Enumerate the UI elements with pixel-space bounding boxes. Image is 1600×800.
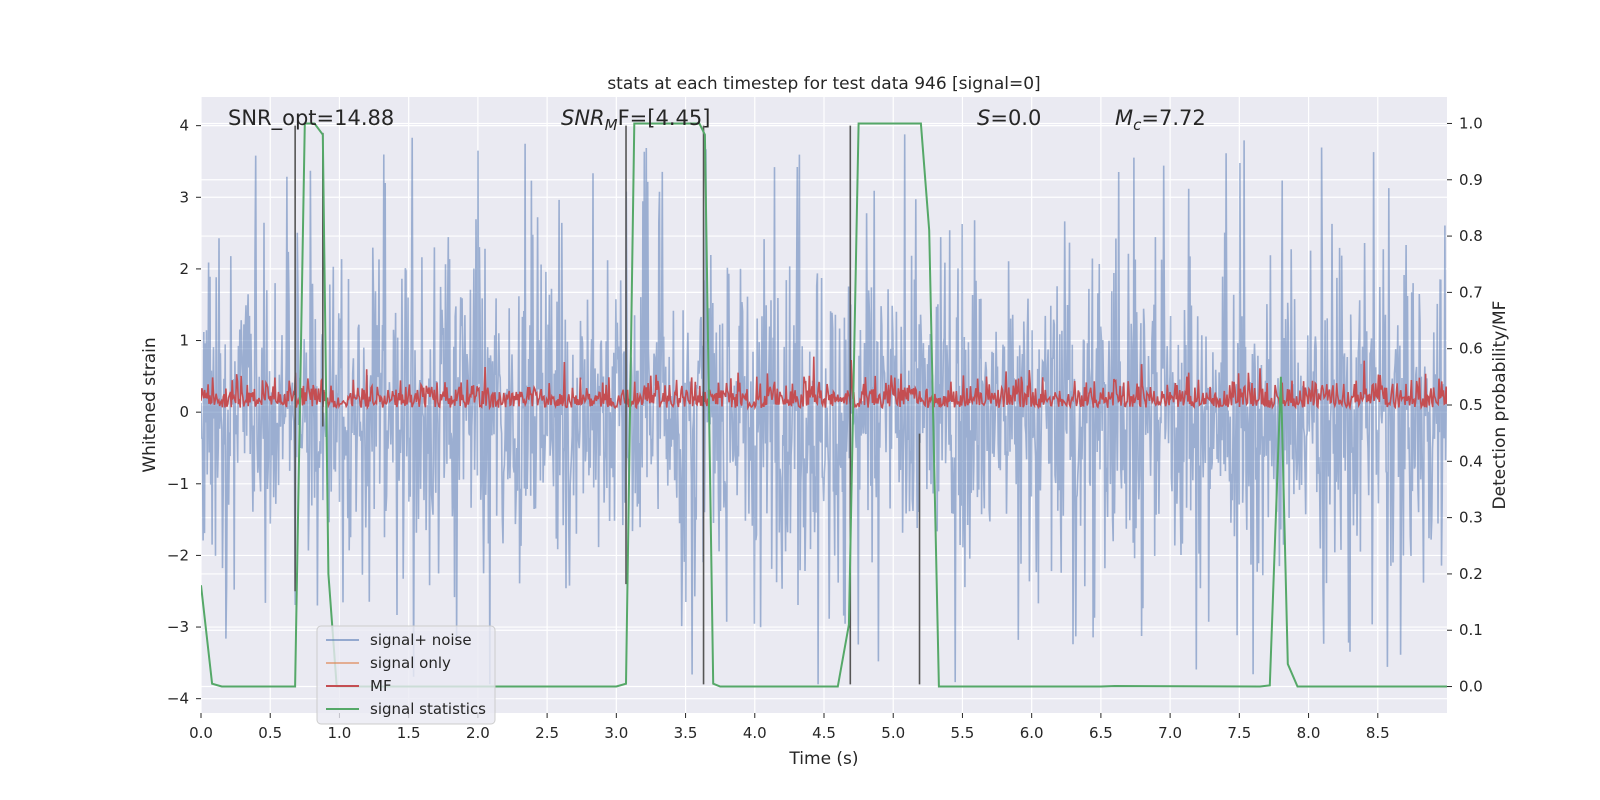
x-tick-label: 3.5 — [674, 724, 698, 742]
y-tick-label-right: 0.2 — [1459, 565, 1483, 583]
x-tick-label: 0.5 — [258, 724, 282, 742]
y-tick-label-left: 1 — [179, 332, 189, 350]
mc-main: M — [1115, 106, 1133, 130]
y-tick-label-left: 0 — [179, 403, 189, 421]
snr-mf-annotation: SNRMF=[4.45] — [561, 106, 710, 134]
s-annotation: S=0.0 — [977, 106, 1041, 130]
y-axis-label-right: Detection probability/MF — [1490, 301, 1510, 510]
y-tick-label-right: 0.4 — [1459, 452, 1483, 470]
y-tick-label-right: 0.1 — [1459, 621, 1483, 639]
x-tick-label: 7.0 — [1158, 724, 1182, 742]
mc-sub: c — [1133, 116, 1142, 134]
x-tick-label: 4.5 — [812, 724, 836, 742]
x-axis-label: Time (s) — [788, 749, 858, 769]
x-tick-label: 8.5 — [1366, 724, 1390, 742]
snr-mf-rest: F=[4.45] — [618, 106, 711, 130]
x-tick-label: 5.0 — [881, 724, 905, 742]
x-tick-label: 3.0 — [604, 724, 628, 742]
mc-rest: =7.72 — [1141, 106, 1205, 130]
x-tick-label: 2.5 — [535, 724, 559, 742]
y-tick-label-right: 1.0 — [1459, 114, 1483, 132]
snr-mf-main: SNR — [561, 106, 605, 130]
x-tick-label: 7.5 — [1227, 724, 1251, 742]
y-tick-label-left: −1 — [167, 475, 189, 493]
snr-mf-sub: M — [605, 116, 618, 134]
series-mf — [201, 356, 1447, 411]
y-tick-label-right: 0.5 — [1459, 396, 1483, 414]
legend-label-mf: MF — [370, 677, 392, 695]
series-signal-noise — [201, 134, 1447, 685]
y-axis-label-left: Whitened strain — [140, 337, 160, 472]
legend-label-signal-noise: signal+ noise — [370, 631, 472, 649]
legend-box — [316, 625, 496, 725]
x-tick-label: 8.0 — [1297, 724, 1321, 742]
mc-annotation: Mc=7.72 — [1115, 106, 1206, 134]
chart-title: stats at each timestep for test data 946… — [607, 74, 1040, 94]
x-tick-label: 4.0 — [743, 724, 767, 742]
x-tick-label: 2.0 — [466, 724, 490, 742]
y-tick-label-left: −2 — [167, 546, 189, 564]
signal-statistics-layer — [201, 122, 1447, 688]
snr-opt-annotation: SNR_opt=14.88 — [228, 106, 394, 131]
x-tick-label: 6.5 — [1089, 724, 1113, 742]
y-tick-label-left: 4 — [179, 117, 189, 135]
x-tick-label: 6.0 — [1020, 724, 1044, 742]
s-rest: =0.0 — [990, 106, 1041, 130]
y-tick-label-left: 3 — [179, 188, 189, 206]
series-signal-statistics — [201, 122, 1447, 688]
legend-label-signal-statistics: signal statistics — [370, 700, 486, 718]
x-tick-label: 5.5 — [951, 724, 975, 742]
y-tick-label-right: 0.9 — [1459, 171, 1483, 189]
x-tick-label: 1.5 — [397, 724, 421, 742]
y-tick-label-right: 0.0 — [1459, 678, 1483, 696]
y-tick-label-left: 2 — [179, 260, 189, 278]
y-tick-label-right: 0.8 — [1459, 227, 1483, 245]
y-tick-label-right: 0.7 — [1459, 283, 1483, 301]
y-tick-label-left: −3 — [167, 618, 189, 636]
y-tick-label-right: 0.6 — [1459, 340, 1483, 358]
x-tick-label: 1.0 — [328, 724, 352, 742]
legend: signal+ noise signal only MF signal stat… — [316, 625, 496, 725]
y-tick-label-left: −4 — [167, 690, 189, 708]
legend-label-signal-only: signal only — [370, 654, 451, 672]
y-tick-label-right: 0.3 — [1459, 509, 1483, 527]
s-italic: S — [977, 106, 990, 130]
axis-ticks: 0.0 0.5 1.0 1.5 2.0 2.5 3.0 3.5 4.0 4.5 5.0 5.5 6.0 6… — [167, 114, 1483, 742]
x-tick-label: 0.0 — [189, 724, 213, 742]
data-layer — [201, 134, 1447, 685]
